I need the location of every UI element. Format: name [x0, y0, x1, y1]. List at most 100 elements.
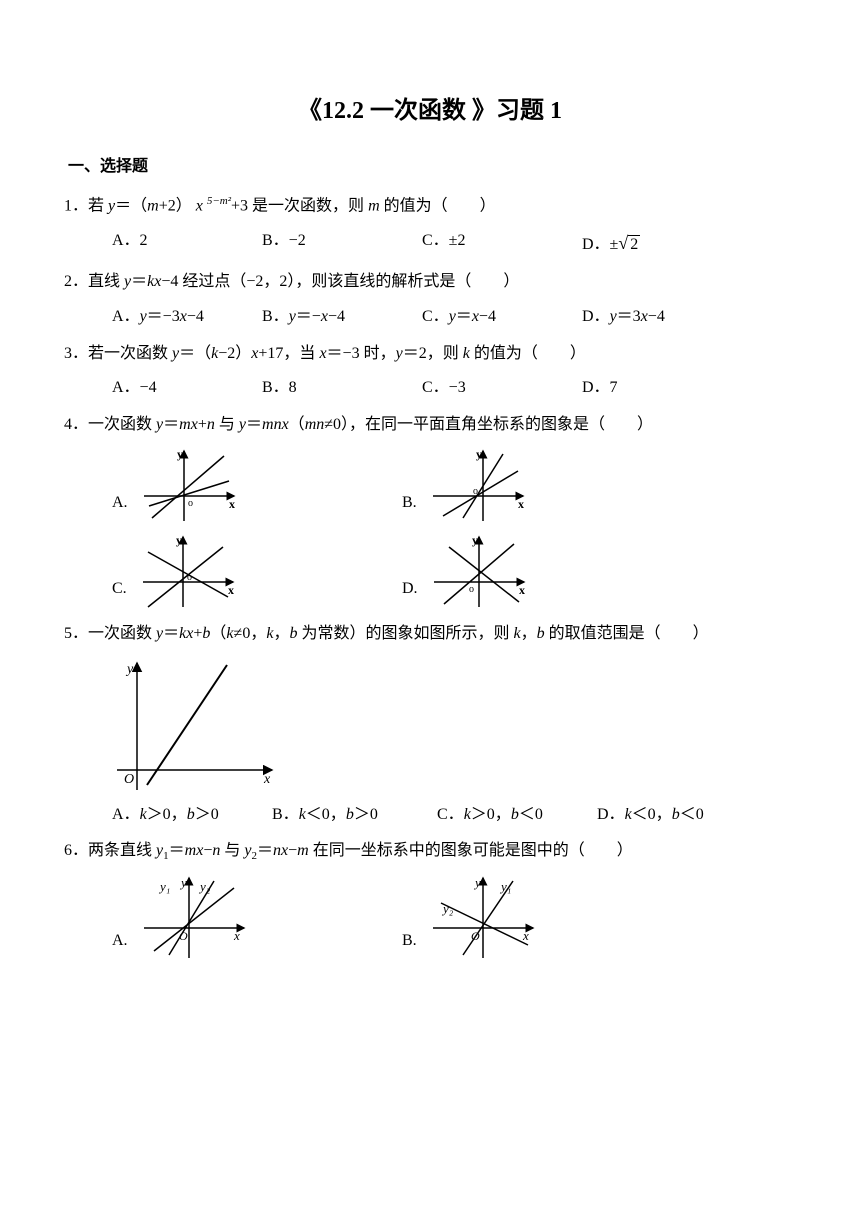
t: 一次函数 [88, 416, 156, 433]
q2-num: 2． [64, 273, 88, 290]
question-1: 1．若 y＝（m+2） x 5−m²+3 是一次函数，则 m 的值为（ ） A．… [64, 192, 800, 260]
svg-text:y: y [176, 533, 182, 547]
v: y [140, 308, 147, 325]
question-3: 3．若一次函数 y＝（k−2）x+17，当 x＝−3 时，y＝2，则 k 的值为… [64, 340, 800, 404]
t: ＝ [163, 625, 179, 642]
v: k [625, 806, 632, 823]
v: x [472, 308, 479, 325]
svg-text:o: o [473, 486, 478, 497]
q5-options: A．k＞0，b＞0 B．k＜0，b＞0 C．k＞0，b＜0 D．k＜0，b＜0 [112, 801, 800, 830]
q6a-svg: y₁ y y₂ x O [134, 873, 254, 963]
exp: 5−m² [207, 195, 231, 207]
question-5: 5．一次函数 y＝kx+b（k≠0，k，b 为常数）的图象如图所示，则 k，b … [64, 620, 800, 830]
t: 与 [215, 416, 239, 433]
opt-b: B．k＜0，b＞0 [272, 801, 437, 830]
opt-a: A．−4 [112, 374, 262, 403]
svg-text:x: x [519, 583, 525, 597]
t: ＝3 [617, 308, 641, 325]
t: （ [210, 625, 226, 642]
v: y [449, 308, 456, 325]
svg-text:x: x [522, 928, 529, 943]
v: y [239, 416, 246, 433]
svg-text:y: y [476, 447, 482, 461]
v: mn [305, 416, 325, 433]
t: ＞0， [147, 806, 187, 823]
t: +3 是一次函数，则 [231, 197, 368, 214]
v: k [226, 625, 233, 642]
t: ＝ [169, 842, 185, 859]
t: A． [112, 308, 140, 325]
v: b [672, 806, 680, 823]
t: C． [437, 806, 464, 823]
question-6: 6．两条直线 y1＝mx−n 与 y2＝nx−m 在同一坐标系中的图象可能是图中… [64, 837, 800, 963]
t: ＝ [456, 308, 472, 325]
v: b [537, 625, 545, 642]
svg-text:y₂: y₂ [441, 901, 454, 916]
t: B． [262, 308, 289, 325]
graph-b-svg: y x o [423, 446, 533, 526]
q6-graph-a: A. y₁ y y₂ x O [112, 873, 402, 963]
t: ＝− [296, 308, 321, 325]
t: （ [289, 416, 305, 433]
svg-text:y: y [472, 533, 478, 547]
t: ＝（ [115, 197, 147, 214]
opt-d: D．y＝3x−4 [582, 303, 665, 332]
opt-b: B．8 [262, 374, 422, 403]
v: n [274, 416, 282, 433]
t: ＞0， [471, 806, 511, 823]
opt-b: B．−2 [262, 227, 422, 260]
svg-text:x: x [228, 583, 234, 597]
q4-graph-a: A. y x o [112, 446, 402, 526]
svg-text:y₁: y₁ [158, 879, 170, 894]
t: 的值为（ ） [470, 345, 586, 362]
question-2: 2．直线 y＝kx−4 经过点（−2，2），则该直线的解析式是（ ） A．y＝−… [64, 268, 800, 332]
v: k [513, 625, 520, 642]
question-4: 4．一次函数 y＝mx+n 与 y＝mnx（mn≠0），在同一平面直角坐标系的图… [64, 411, 800, 612]
svg-text:o: o [187, 572, 192, 583]
q6-text: 6．两条直线 y1＝mx−n 与 y2＝nx−m 在同一坐标系中的图象可能是图中… [64, 837, 800, 867]
t: ＝ [246, 416, 262, 433]
t: ＝2，则 [403, 345, 463, 362]
v: k [463, 345, 470, 362]
t: − [288, 842, 297, 859]
var-x: x [196, 197, 203, 214]
section-header: 一、选择题 [68, 153, 800, 182]
q5-num: 5． [64, 625, 88, 642]
t: 一次函数 [88, 625, 156, 642]
opt-a: A．k＞0，b＞0 [112, 801, 272, 830]
v: x [191, 416, 198, 433]
t: −4 [187, 308, 204, 325]
letter-d: D. [402, 575, 418, 604]
svg-text:O: O [471, 929, 480, 943]
q4-row-ab: A. y x o B. y x o [112, 446, 800, 526]
graph-c-svg: y x o [133, 532, 243, 612]
v: n [273, 842, 281, 859]
v: y [396, 345, 403, 362]
v: b [346, 806, 354, 823]
v: k [299, 806, 306, 823]
opt-d: D．7 [582, 374, 618, 403]
q1-num: 1． [64, 197, 88, 214]
q4-graph-d: D. y x o [402, 532, 692, 612]
svg-text:y: y [473, 875, 481, 890]
v: n [207, 416, 215, 433]
t: ＜0， [632, 806, 672, 823]
svg-text:x: x [233, 928, 240, 943]
opt-a: A．2 [112, 227, 262, 260]
t: −4 [328, 308, 345, 325]
svg-text:y₂: y₂ [198, 879, 211, 894]
v: x [282, 416, 289, 433]
v: k [464, 806, 471, 823]
page-title: 《12.2 一次函数 》习题 1 [60, 90, 800, 133]
q6-row-ab: A. y₁ y y₂ x O B. y y₁ [112, 873, 800, 963]
t: 在同一坐标系中的图象可能是图中的（ ） [309, 842, 633, 859]
letter-c: C. [112, 575, 127, 604]
letter-b: B. [402, 489, 417, 518]
x-label: x [229, 497, 235, 511]
t: −4 经过点（−2，2），则该直线的解析式是（ ） [161, 273, 519, 290]
t: ＞0 [195, 806, 219, 823]
sqrt: 2 [628, 235, 640, 253]
t: −2） [218, 345, 251, 362]
var-m: m [368, 197, 380, 214]
v: m [185, 842, 197, 859]
